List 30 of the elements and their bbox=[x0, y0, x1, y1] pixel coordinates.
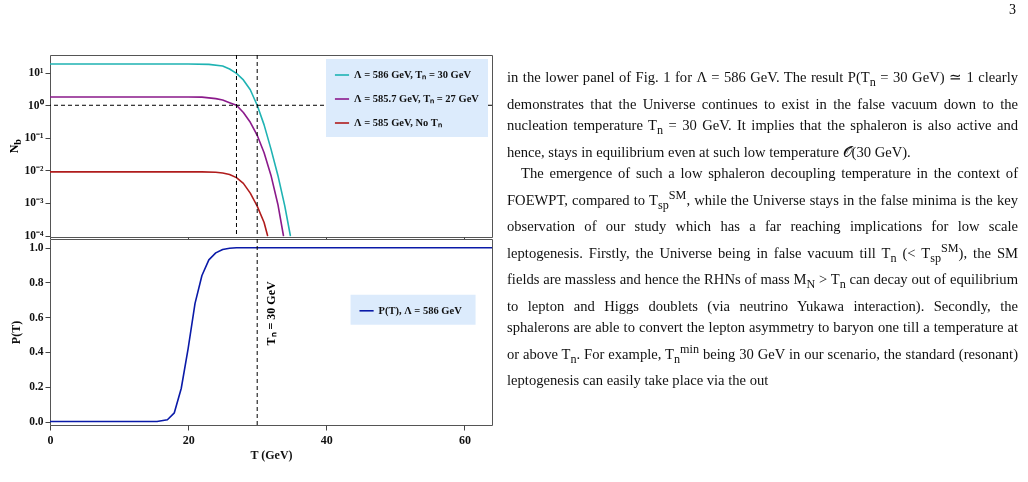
x-tick-label: 20 bbox=[182, 432, 195, 447]
legend-label: Λ = 585 GeV, No Tₙ bbox=[354, 117, 442, 128]
y-tick-label: 1.0 bbox=[29, 241, 44, 254]
x-tick-label: 0 bbox=[47, 432, 54, 447]
y-tick-label: 10⁻⁴ bbox=[24, 229, 45, 242]
line-series bbox=[50, 63, 292, 237]
y-tick-label: 10⁰ bbox=[28, 97, 45, 111]
y-tick-label: 10⁻³ bbox=[24, 196, 45, 209]
y-tick-label: 0.8 bbox=[29, 275, 44, 288]
x-axis-title: T (GeV) bbox=[250, 447, 293, 462]
line-series bbox=[50, 96, 285, 237]
y-tick-label: 10⁻¹ bbox=[24, 131, 44, 144]
x-tick-label: 60 bbox=[458, 432, 471, 447]
legend-label: P(T), Λ = 586 GeV bbox=[378, 304, 463, 317]
ref-line-label: Tₙ = 30 GeV bbox=[264, 280, 279, 346]
y-tick-label: 0.4 bbox=[29, 345, 44, 358]
legend-label: Λ = 585.7 GeV, Tₙ = 27 GeV bbox=[354, 93, 480, 104]
text: The emergence of such a low sphaleron decoupling temperature in the context of FOEWPT, compared to T$_{sp}$$^{SM}$, while the Universe stays in the false minima is the key observation of our study which has a far reaching implications for low scale leptogenesis. Firstly, the Universe being in false vacuum till T$_{n}$ (< T$_{sp}$$^{SM}$), the SM fields are massless and hence the RHNs of mass M$_{N}$ > T$_{n}$ can decay out of equilibrium to lepton and Higgs doublets (via neutrino Yukawa interaction). Secondly, the sphalerons are able to convert the lepton asymmetry to baryon one till a temperature at or above T$_{n}$. For example, T$_{n}$$^{min}$ being 30 GeV in our scenario, the standard (resonant) leptogenesis can easily take place via the out bbox=[507, 165, 1018, 389]
line-series bbox=[50, 171, 269, 237]
y-tick-label: 10⁻² bbox=[24, 163, 45, 176]
y-tick-label: 0.2 bbox=[29, 380, 44, 393]
x-tick-label: 40 bbox=[320, 432, 333, 447]
text: 3 bbox=[1009, 2, 1016, 18]
text: in the lower panel of Fig. 1 for Λ = 586 GeV. The result P(T$_{n}$ = 30 GeV) ≃ 1 clearly demonstrates that the Universe continues to exist in the false vacuum down to the nucleation temperature T$_{n}$ = 30 GeV. It implies that the sphaleron is also active and hence, stays in equilibrium even at such low temperature 𝒪(30 GeV). bbox=[507, 68, 1018, 162]
legend-label: Λ = 586 GeV, Tₙ = 30 GeV bbox=[354, 69, 472, 80]
y-tick-label: 0.0 bbox=[29, 415, 44, 428]
y-tick-label: 10¹ bbox=[28, 66, 44, 79]
y-tick-label: 0.6 bbox=[29, 310, 44, 323]
line-series bbox=[50, 246, 492, 423]
y-axis-title: P(T) bbox=[9, 320, 24, 345]
